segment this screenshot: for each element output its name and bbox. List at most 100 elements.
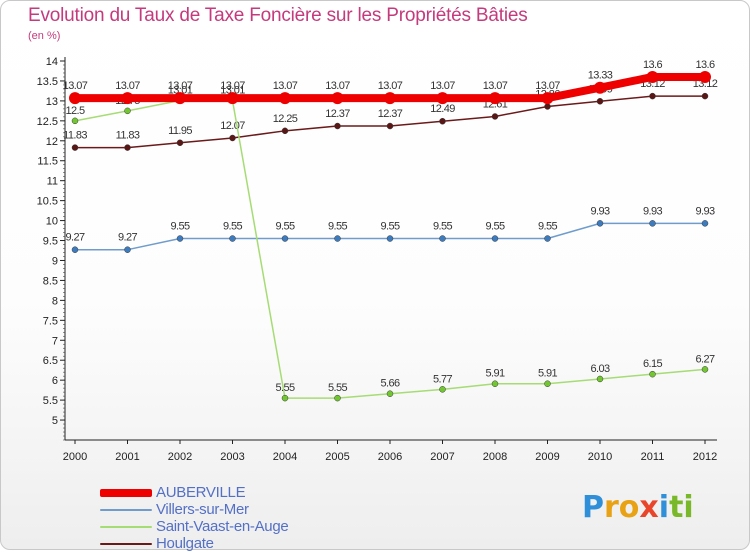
data-label: 9.55 [328, 221, 347, 233]
legend-label: AUBERVILLE [156, 484, 246, 501]
logo-letter: r [604, 490, 619, 525]
y-tick-label: 5 [52, 415, 58, 427]
legend-label: Villers-sur-Mer [156, 501, 249, 518]
x-tick-label: 2010 [588, 451, 612, 463]
data-point [176, 235, 184, 242]
y-tick-label: 6 [52, 375, 58, 387]
data-point [281, 394, 289, 402]
data-label: 5.91 [485, 368, 504, 380]
data-point [596, 220, 604, 227]
data-label: 13.07 [63, 80, 88, 92]
data-point [436, 92, 449, 105]
y-tick-label: 6.5 [43, 355, 58, 367]
data-label: 13.07 [430, 80, 455, 92]
x-tick-label: 2008 [483, 451, 507, 463]
data-point [544, 380, 551, 387]
data-label: 12.37 [325, 108, 350, 120]
x-tick-label: 2001 [115, 451, 139, 463]
logo-letter: P [582, 490, 604, 525]
data-label: 13.12 [693, 78, 718, 90]
logo-letter: x [639, 490, 659, 525]
y-tick-label: 9.5 [43, 236, 58, 248]
data-label: 5.66 [380, 378, 399, 390]
data-point [174, 92, 186, 105]
chart-legend: AUBERVILLE Villers-sur-Mer Saint-Vaast-en-… [100, 484, 289, 552]
data-point [384, 92, 396, 105]
data-label: 9.27 [118, 232, 137, 244]
series-line [74, 99, 706, 399]
data-label: 5.77 [433, 373, 452, 385]
data-point [544, 235, 551, 242]
data-label: 12.07 [220, 120, 245, 132]
data-label: 13.07 [220, 80, 245, 92]
data-point [71, 246, 79, 253]
x-tick-label: 2005 [325, 451, 349, 463]
logo-letter: o [618, 490, 640, 525]
series-auberville: 13.07 13.07 13.07 13.07 13.07 13.07 13.07 13.07… [63, 59, 716, 105]
data-label: 12.5 [65, 105, 84, 117]
y-tick-label: 8 [52, 295, 58, 307]
data-point [124, 107, 131, 115]
data-point [594, 81, 606, 94]
y-tick-label: 10.5 [37, 196, 58, 208]
logo-letter: t [669, 490, 684, 525]
legend-swatch [100, 525, 152, 528]
data-label: 13.07 [273, 80, 298, 92]
data-point [491, 380, 499, 387]
data-point [649, 370, 656, 378]
data-point [491, 113, 499, 120]
logo-letter: i [683, 490, 694, 525]
data-point [121, 92, 134, 105]
legend-label: Saint-Vaast-en-Auge [156, 518, 289, 535]
data-point [439, 386, 446, 393]
data-label: 13.07 [115, 80, 140, 92]
data-point [279, 92, 291, 105]
data-point [226, 92, 239, 105]
data-point [386, 235, 394, 242]
data-point [596, 375, 604, 383]
data-point [124, 144, 131, 151]
data-point [176, 139, 184, 147]
data-label: 9.55 [275, 221, 294, 233]
data-label: 6.15 [643, 358, 662, 370]
legend-item: AUBERVILLE [100, 484, 288, 501]
data-point [229, 134, 236, 142]
data-label: 12.25 [273, 113, 298, 125]
data-label: 9.55 [170, 221, 189, 233]
chart-title: Evolution du Taux de Taxe Foncière sur l… [28, 5, 528, 26]
data-label: 9.55 [433, 221, 452, 233]
data-label: 13.07 [378, 80, 403, 92]
data-point [649, 220, 656, 227]
y-tick-label: 14 [46, 56, 58, 68]
proxiti-logo: Proxiti [582, 490, 694, 525]
data-point [331, 92, 344, 105]
legend-label: Houlgate [156, 535, 214, 552]
data-point [229, 235, 236, 242]
x-tick-label: 2004 [273, 451, 297, 463]
data-point [649, 92, 656, 100]
data-label: 12.37 [378, 108, 403, 120]
data-label: 9.55 [223, 221, 242, 233]
y-tick-label: 12.5 [37, 116, 58, 128]
data-point [541, 92, 554, 105]
data-point [701, 366, 709, 373]
data-label: 9.93 [590, 205, 609, 217]
data-label: 6.27 [695, 353, 714, 365]
data-label: 13.6 [695, 59, 714, 71]
data-point [646, 70, 659, 83]
data-point [439, 117, 446, 125]
data-point [71, 117, 79, 125]
data-point [124, 246, 131, 253]
data-label: 9.93 [643, 205, 662, 217]
x-tick-label: 2000 [63, 451, 87, 463]
y-tick-label: 7 [52, 335, 58, 347]
data-point [334, 394, 341, 402]
data-point [491, 235, 499, 242]
data-label: 12.49 [430, 103, 455, 115]
data-point [439, 235, 446, 242]
data-point [334, 235, 341, 242]
y-tick-label: 5.5 [43, 395, 58, 407]
data-label: 13.6 [643, 59, 662, 71]
data-point [281, 127, 289, 135]
